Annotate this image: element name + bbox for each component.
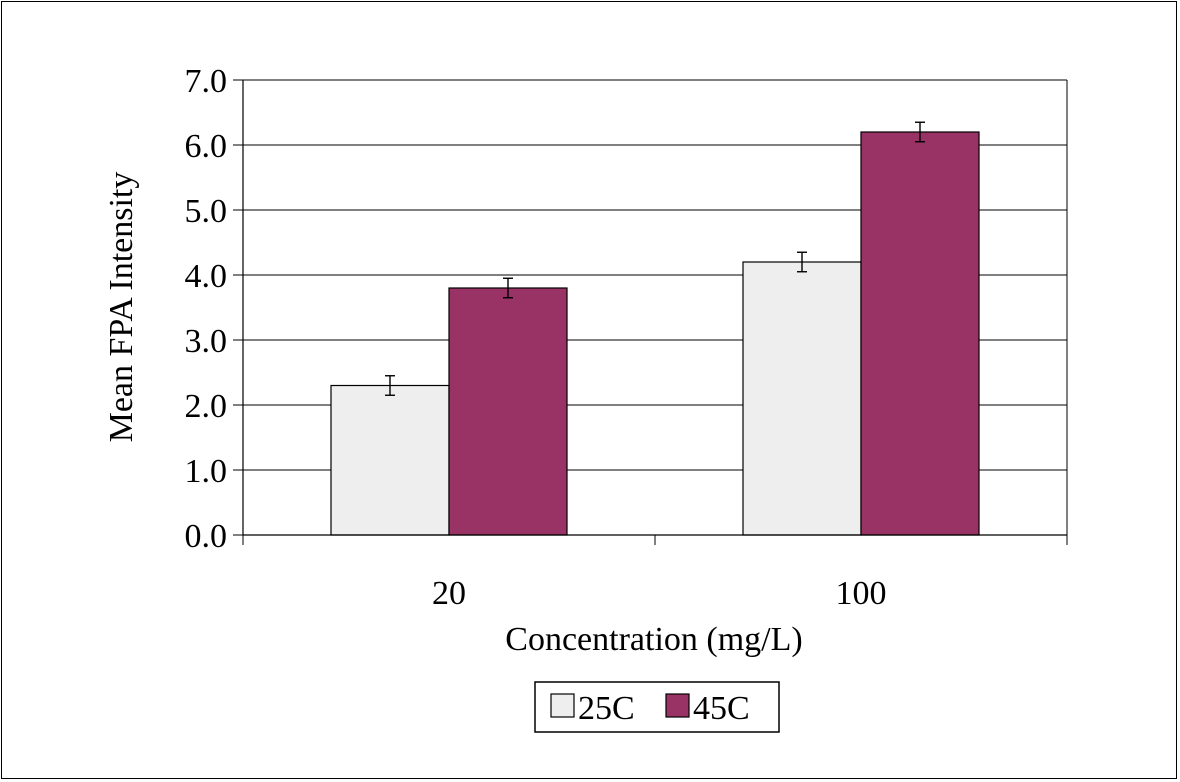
legend-swatch-25c bbox=[550, 693, 575, 718]
y-tick-label: 0.0 bbox=[185, 518, 228, 555]
legend-label-45c: 45C bbox=[693, 690, 750, 727]
y-tick-label: 7.0 bbox=[185, 63, 228, 100]
y-tick-label: 4.0 bbox=[185, 258, 228, 295]
y-tick-label: 6.0 bbox=[185, 128, 228, 165]
bar bbox=[860, 131, 980, 536]
legend: 25C 45C bbox=[534, 681, 780, 733]
y-tick-label: 2.0 bbox=[185, 388, 228, 425]
y-tick-label: 3.0 bbox=[185, 323, 228, 360]
bars bbox=[330, 121, 980, 536]
legend-swatch-45c bbox=[665, 693, 690, 718]
x-tick-label: 100 bbox=[836, 575, 887, 612]
y-tick-label: 1.0 bbox=[185, 453, 228, 490]
legend-box bbox=[534, 681, 780, 733]
bar bbox=[448, 287, 568, 536]
axes: 0.0 1.0 2.0 3.0 4.0 5.0 6.0 7.0 20 100 bbox=[185, 63, 1068, 612]
bar bbox=[330, 384, 450, 536]
legend-label-25c: 25C bbox=[578, 690, 635, 727]
x-axis-label: Concentration (mg/L) bbox=[505, 621, 802, 658]
y-axis-label: Mean FPA Intensity bbox=[103, 172, 140, 443]
bar bbox=[742, 261, 862, 536]
x-tick-label: 20 bbox=[432, 575, 466, 612]
y-tick-label: 5.0 bbox=[185, 193, 228, 230]
